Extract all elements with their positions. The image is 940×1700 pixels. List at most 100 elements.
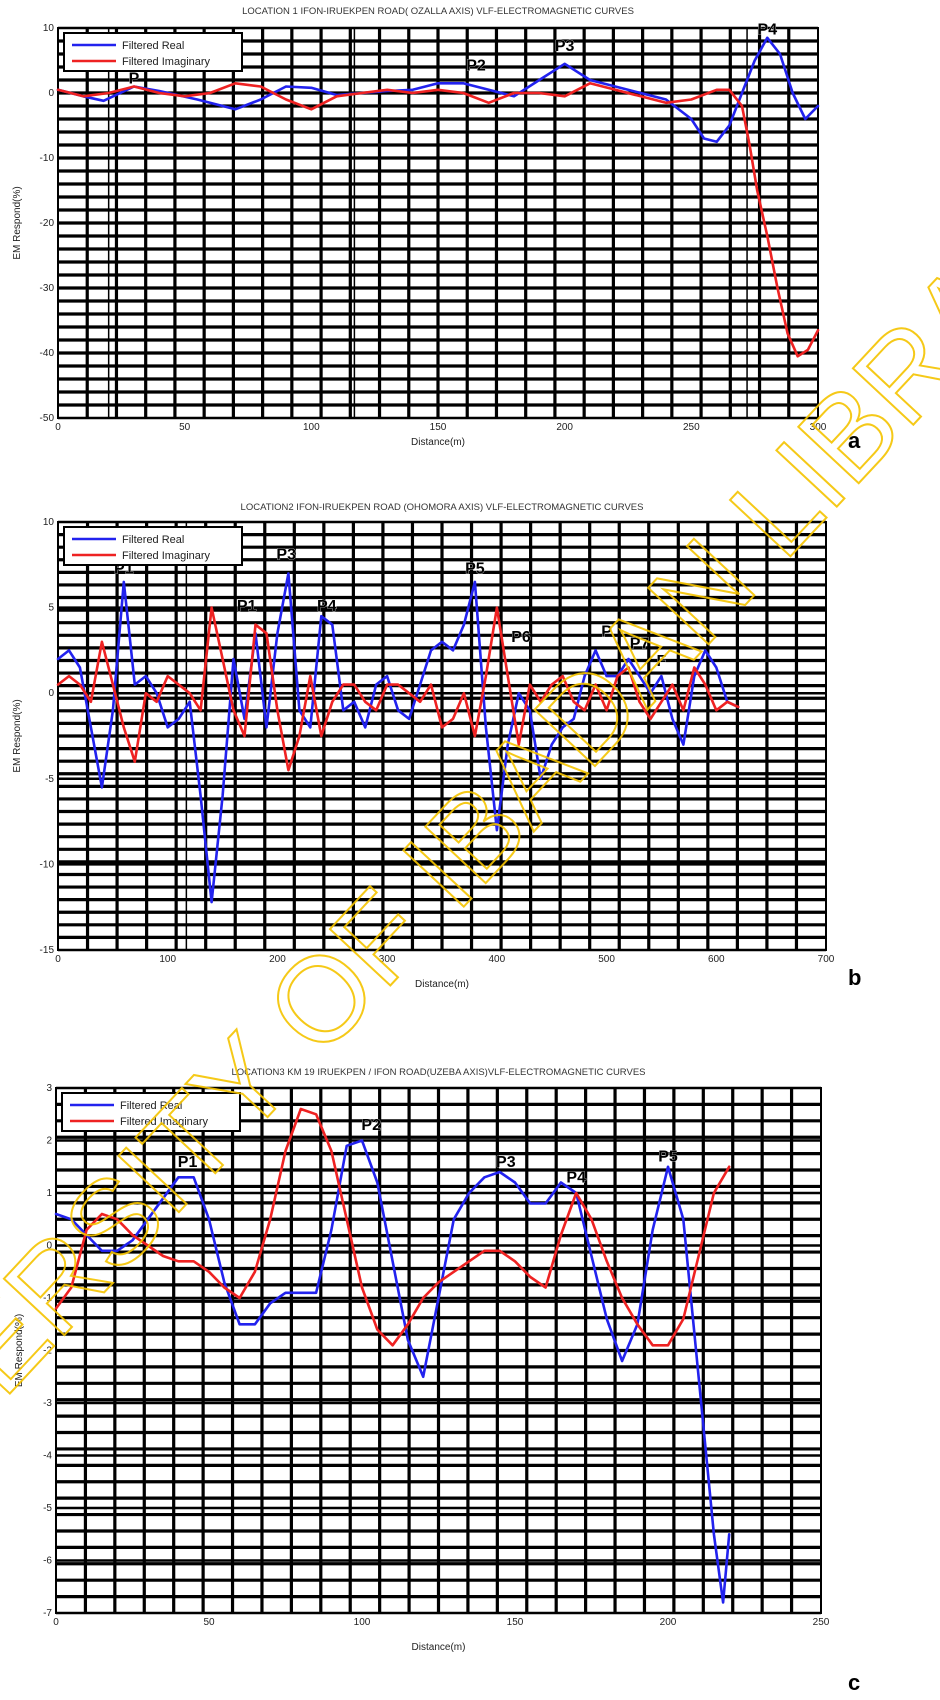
- y-tick-label: -10: [40, 153, 55, 164]
- peak-label: P1: [237, 598, 257, 615]
- x-tick-label: 100: [159, 954, 176, 965]
- legend-label: Filtered Real: [120, 1100, 182, 1112]
- y-tick-label: -6: [43, 1556, 52, 1567]
- y-tick-label: -50: [40, 413, 55, 424]
- x-tick-label: 200: [660, 1617, 677, 1628]
- x-tick-label: 200: [269, 954, 286, 965]
- peak-label: P4: [566, 1170, 586, 1187]
- y-axis-label: EM Respond(%): [12, 186, 23, 259]
- x-axis-label: Distance(m): [415, 979, 469, 990]
- y-tick-label: -20: [40, 218, 55, 229]
- x-tick-label: 500: [598, 954, 615, 965]
- y-tick-label: -1: [43, 1293, 52, 1304]
- y-tick-label: 10: [43, 517, 55, 528]
- x-tick-label: 700: [818, 954, 835, 965]
- y-tick-label: -2: [43, 1346, 52, 1357]
- x-tick-label: 400: [489, 954, 506, 965]
- y-tick-label: 10: [43, 23, 55, 34]
- panel-letter: b: [848, 965, 861, 990]
- plot-frame: [57, 27, 819, 419]
- y-tick-label: -10: [40, 859, 55, 870]
- peak-label: P6: [511, 629, 531, 646]
- chart-title: LOCATION 1 IFON-IRUEKPEN ROAD( OZALLA AX…: [242, 6, 634, 17]
- y-tick-label: 0: [48, 688, 54, 699]
- grid: [58, 26, 818, 420]
- y-tick-label: 1: [46, 1188, 52, 1199]
- series-line-real: [56, 572, 740, 904]
- y-tick-label: -5: [43, 1503, 52, 1514]
- peak-label: P3: [496, 1154, 516, 1171]
- y-tick-label: -40: [40, 348, 55, 359]
- legend: Filtered Real Filtered Imaginary: [63, 526, 243, 566]
- legend-box: [63, 526, 243, 566]
- x-tick-label: 300: [379, 954, 396, 965]
- legend-label: Filtered Imaginary: [120, 1116, 209, 1128]
- y-tick-label: -3: [43, 1398, 52, 1409]
- legend-label: Filtered Imaginary: [122, 550, 211, 562]
- series-line-real: [54, 1139, 731, 1604]
- y-tick-label: 0: [48, 88, 54, 99]
- x-axis-label: Distance(m): [412, 1642, 466, 1653]
- y-axis-label: EM Respond(%): [14, 1314, 25, 1387]
- series-line-imaginary: [56, 606, 740, 772]
- peak-label: P4: [758, 22, 778, 39]
- grid: [56, 1086, 821, 1615]
- y-tick-label: 2: [46, 1136, 52, 1147]
- panel-letter: a: [848, 428, 861, 453]
- x-tick-label: 50: [203, 1617, 215, 1628]
- y-tick-label: -15: [40, 945, 55, 956]
- peak-label: P5: [465, 560, 485, 577]
- peak-label: P3: [555, 38, 575, 55]
- legend: Filtered Real Filtered Imaginary: [63, 32, 243, 72]
- plot-frame: [55, 1087, 822, 1614]
- y-tick-label: -7: [43, 1608, 52, 1619]
- x-axis-label: Distance(m): [411, 437, 465, 448]
- grid: [58, 520, 826, 952]
- y-tick-label: -5: [45, 774, 54, 785]
- x-tick-label: 0: [55, 954, 61, 965]
- y-tick-label: -4: [43, 1451, 52, 1462]
- x-tick-label: 0: [53, 1617, 59, 1628]
- chart-title: LOCATION2 IFON-IRUEKPEN ROAD (OHOMORA AX…: [241, 502, 644, 513]
- plot-frame: [57, 521, 827, 951]
- peak-label: P3: [276, 547, 296, 564]
- series-line-imaginary: [54, 1107, 731, 1347]
- panel-letter: c: [848, 1670, 860, 1695]
- y-tick-label: 3: [46, 1083, 52, 1094]
- peak-label: P2: [466, 57, 486, 74]
- x-tick-label: 150: [430, 422, 447, 433]
- legend-label: Filtered Imaginary: [122, 56, 211, 68]
- legend-label: Filtered Real: [122, 534, 184, 546]
- series-line-imaginary: [56, 82, 820, 358]
- x-tick-label: 100: [303, 422, 320, 433]
- legend: Filtered Real Filtered Imaginary: [61, 1092, 241, 1132]
- series-line-real: [56, 36, 820, 144]
- peak-label: P: [129, 70, 140, 87]
- x-tick-label: 150: [507, 1617, 524, 1628]
- x-tick-label: 250: [813, 1617, 830, 1628]
- x-tick-label: 50: [179, 422, 191, 433]
- y-tick-label: -30: [40, 283, 55, 294]
- chart-panel-c: P1 P2 P3 P4 P5 0 50 100 150 200 250 -7 -6 -5 -4 -3 -2 -1 0…: [14, 1067, 860, 1695]
- legend-box: [61, 1092, 241, 1132]
- x-tick-label: 600: [708, 954, 725, 965]
- peak-label: P5: [658, 1149, 678, 1166]
- legend-label: Filtered Real: [122, 40, 184, 52]
- x-tick-label: 250: [683, 422, 700, 433]
- x-tick-label: 300: [810, 422, 827, 433]
- y-tick-label: 5: [48, 603, 54, 614]
- x-tick-label: 0: [55, 422, 61, 433]
- peak-label: P: [601, 624, 612, 641]
- chart-title: LOCATION3 KM 19 IRUEKPEN / IFON ROAD(UZE…: [231, 1067, 645, 1078]
- peak-label: P2: [361, 1117, 381, 1134]
- x-tick-label: 200: [556, 422, 573, 433]
- peak-label: F: [657, 653, 667, 670]
- peak-label: P7: [630, 636, 650, 653]
- legend-box: [63, 32, 243, 72]
- peak-label: P1: [178, 1154, 198, 1171]
- peak-label: P4: [317, 598, 337, 615]
- y-axis-label: EM Respond(%): [12, 699, 23, 772]
